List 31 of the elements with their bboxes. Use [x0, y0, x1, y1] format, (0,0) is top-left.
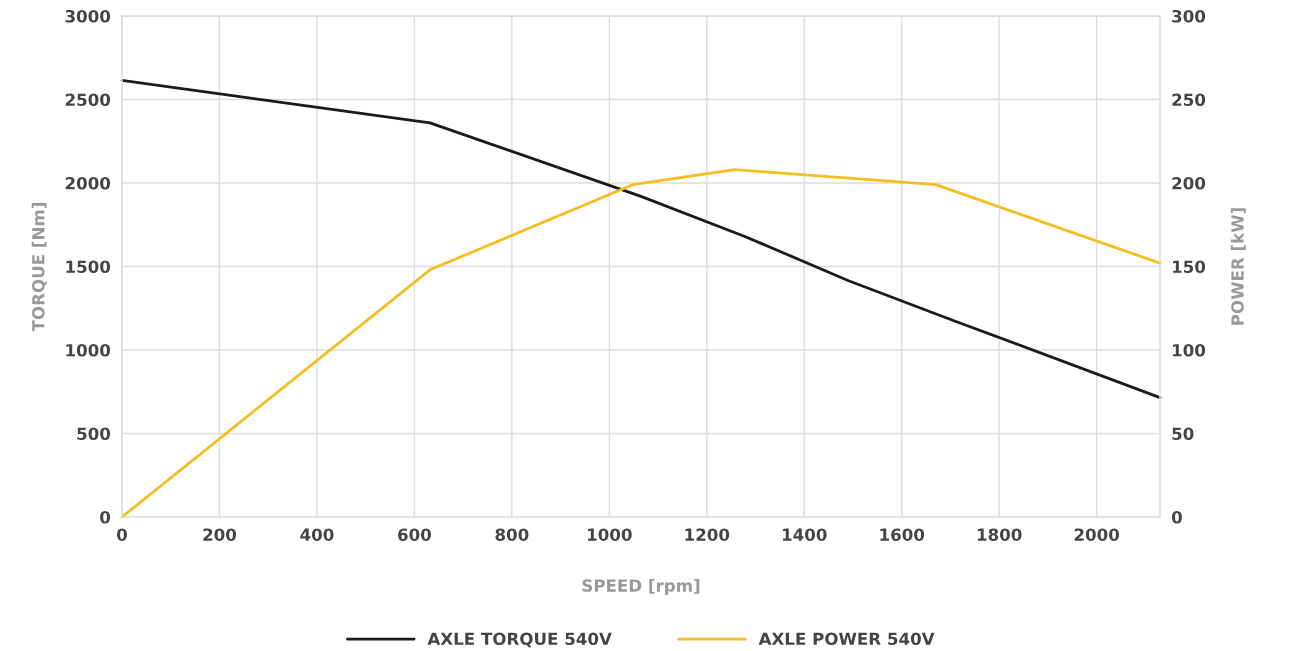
- y-axis-title: TORQUE [Nm]: [31, 203, 47, 332]
- y2-tick-label: 300: [1172, 9, 1206, 23]
- x-tick-label: 200: [203, 528, 237, 542]
- y2-tick-label: 150: [1172, 260, 1206, 274]
- y-tick-label: 2000: [65, 176, 111, 190]
- x-tick-label: 2000: [1074, 528, 1120, 542]
- x-axis-title: SPEED [rpm]: [582, 578, 700, 596]
- y-tick-label: 1500: [66, 260, 111, 274]
- x-tick-label: 1400: [782, 528, 827, 542]
- x-tick-label: 1600: [880, 528, 925, 542]
- legend-label: AXLE POWER 540V: [758, 632, 935, 646]
- y-tick-label: 1000: [66, 343, 111, 357]
- y-tick-label: 0: [100, 510, 111, 524]
- y2-tick-label: 100: [1172, 343, 1206, 357]
- y2-axis-title: POWER [kW]: [1230, 208, 1246, 325]
- line-series: [120, 78, 1162, 399]
- x-tick-label: 1800: [977, 528, 1022, 542]
- y2-tick-label: 250: [1172, 93, 1206, 107]
- x-tick-label: 1200: [685, 528, 730, 542]
- x-tick-label: 400: [300, 528, 334, 542]
- y2-tick-label: 50: [1172, 427, 1194, 441]
- y2-tick-label: 200: [1172, 176, 1206, 190]
- y-tick-label: 500: [77, 427, 111, 441]
- legend-label: AXLE TORQUE 540V: [427, 632, 612, 648]
- y-tick-label: 3000: [65, 9, 111, 23]
- x-tick-label: 800: [495, 528, 529, 542]
- y-tick-label: 2500: [65, 93, 111, 107]
- x-tick-label: 600: [398, 528, 431, 542]
- x-tick-label: 1000: [588, 528, 632, 542]
- y2-tick-label: 0: [1171, 510, 1182, 524]
- x-tick-label: 0: [117, 528, 127, 542]
